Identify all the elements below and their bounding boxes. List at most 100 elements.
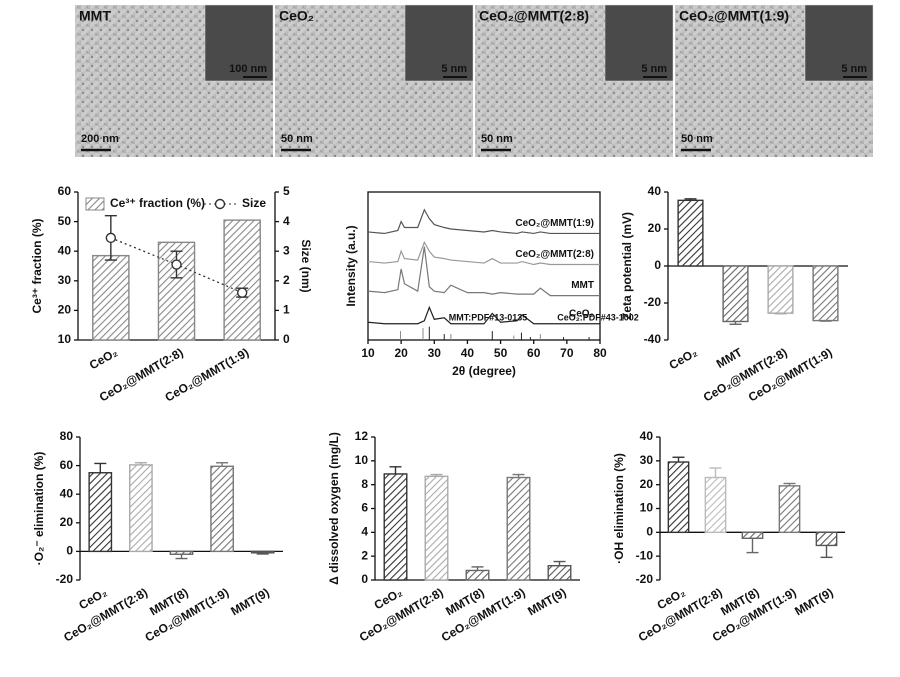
y-tick-label: 40 [648,184,662,198]
bar [465,569,490,581]
x-tick-label: CeO₂ [87,345,120,372]
bar [88,472,113,553]
x-tick-label: 10 [361,346,375,360]
y-axis-label: Zeta potential (mV) [620,212,634,320]
inset-scale-label: 100 nm [229,63,267,75]
y-tick-label: -20 [636,572,654,586]
bar [667,461,690,534]
image-label: CeO₂@MMT(2:8) [479,8,589,24]
error-bar [216,462,229,467]
y-tick-label: -20 [644,295,662,309]
inset-scale-label: 5 nm [841,63,867,75]
error-bar [820,545,833,559]
y-axis-label: ·OH elimination (%) [612,453,626,564]
reference-label: CeO₂:PDF#43-1002 [557,312,639,322]
y2-tick-label: 3 [283,243,290,257]
y-tick-label: 0 [646,525,653,539]
error-bar [746,538,759,554]
x-tick-label: 50 [494,346,508,360]
error-bar [94,462,107,473]
error-bar [175,554,188,560]
y2-tick-label: 0 [283,332,290,346]
y-tick-label: 10 [58,332,72,346]
y-axis-label: ·O₂⁻ elimination (%) [32,452,46,566]
curve-label: CeO₂@MMT(1:9) [515,218,594,229]
y-tick-label: 20 [60,515,74,529]
y-axis-label: Intensity (a.u.) [344,225,358,306]
y-tick-label: 0 [654,258,661,272]
error-bar [672,456,685,463]
y-tick-label: 6 [361,501,368,515]
y-tick-label: 30 [640,453,654,467]
bar [506,476,531,581]
xrd-curve [367,240,600,266]
y-tick-label: 0 [361,572,368,586]
x-tick-label: 70 [560,346,574,360]
tem-inset [804,4,874,82]
y-tick-label: 40 [60,486,74,500]
scale-label: 50 nm [481,133,513,145]
tem-inset [604,4,674,82]
error-bar [512,473,525,478]
reference-label: MMT:PDF#13-0135 [449,312,528,322]
x-tick-label: 30 [428,346,442,360]
y-tick-label: 30 [58,273,72,287]
x-tick-label: MMT(9) [792,585,835,618]
bar [704,476,727,534]
plot-frame [367,191,601,341]
inset-scale-label: 5 nm [641,63,667,75]
bar [92,254,130,341]
legend-label: Ce³⁺ fraction (%) [110,196,205,210]
bar [223,219,261,341]
legend-marker [214,198,226,210]
error-bar [430,473,443,477]
x-tick-label: MMT(9) [525,585,568,618]
bar [778,485,801,534]
y-tick-label: -40 [644,332,662,346]
bar [210,465,234,553]
y-axis-label: Δ dissolved oxygen (mg/L) [327,432,341,585]
y-tick-label: 8 [361,477,368,491]
error-bar [783,482,796,486]
bar [383,473,408,581]
y-tick-label: 10 [640,501,654,515]
curve-label: CeO₂@MMT(2:8) [515,249,594,260]
y-tick-label: 20 [640,477,654,491]
error-bar [684,198,697,201]
x-tick-label: 40 [461,346,475,360]
y2-axis-label: Size (nm) [299,239,313,292]
error-bar [819,320,832,322]
image-label: CeO₂ [279,8,314,24]
bar [424,475,449,581]
y-tick-label: 40 [58,243,72,257]
x-tick-label: 80 [593,346,607,360]
x-tick-label: MMT [714,345,745,371]
bar [250,550,275,554]
bar [722,265,749,323]
x-tick-label: CeO₂ [667,345,700,372]
legend-label: Size [242,196,266,210]
image-label: CeO₂@MMT(1:9) [679,8,789,24]
y2-tick-label: 1 [283,303,290,317]
tem-inset [204,4,274,82]
scale-label: 50 nm [281,133,313,145]
scale-label: 200 nm [81,133,119,145]
x-axis-label: 2θ (degree) [452,364,516,378]
bar [741,531,764,539]
x-tick-label: MMT(9) [228,585,271,618]
bar [812,265,839,322]
tem-inset [404,4,474,82]
error-bar [774,313,787,315]
y-tick-label: 60 [58,184,72,198]
y-tick-label: 2 [361,548,368,562]
error-bar [389,466,402,474]
y-tick-label: 60 [60,458,74,472]
x-tick-label: 20 [394,346,408,360]
curve-label: CeO₂ [569,308,594,319]
xrd-curve [367,246,600,297]
bar [767,265,794,314]
bar [129,464,153,553]
scale-label: 50 nm [681,133,713,145]
y-tick-label: 0 [66,544,73,558]
